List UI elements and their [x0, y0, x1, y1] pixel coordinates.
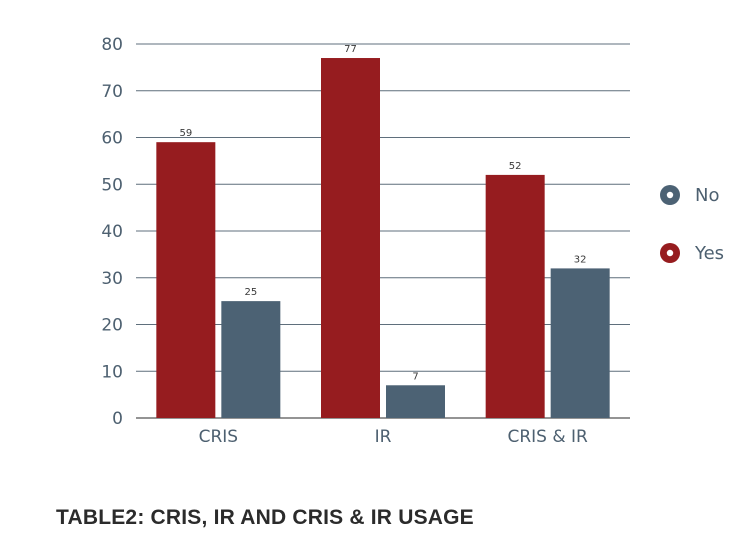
- y-tick-label: 70: [101, 82, 123, 102]
- bars: [156, 58, 610, 419]
- legend-item-no: No: [660, 185, 719, 206]
- y-tick-label: 40: [101, 222, 123, 242]
- data-label: 59: [179, 128, 192, 139]
- data-label: 25: [244, 287, 257, 298]
- gridlines: [136, 43, 630, 419]
- data-label: 77: [344, 44, 357, 55]
- y-tick-label: 50: [101, 175, 123, 195]
- bar-no-2: [550, 268, 610, 418]
- bar-no-0: [221, 301, 281, 418]
- bar-yes-2: [485, 174, 545, 418]
- y-tick-label: 10: [101, 362, 123, 382]
- legend-marker-center: [666, 191, 674, 199]
- y-tick-label: 60: [101, 129, 123, 149]
- x-category-label: IR: [375, 427, 392, 447]
- y-tick-label: 20: [101, 316, 123, 336]
- y-tick-label: 80: [101, 35, 123, 55]
- legend-label: Yes: [694, 243, 724, 264]
- data-label: 52: [509, 161, 522, 172]
- legend-item-yes: Yes: [660, 243, 724, 264]
- x-category-label: CRIS: [199, 427, 239, 447]
- x-category-label: CRIS & IR: [507, 427, 588, 447]
- data-label: 32: [574, 254, 587, 265]
- bar-yes-0: [156, 142, 216, 419]
- y-axis-ticks: 0 10 20 30 40 50 60 70 80: [101, 35, 123, 429]
- legend-label: No: [695, 185, 719, 206]
- bar-yes-1: [321, 58, 380, 419]
- y-tick-label: 30: [101, 269, 123, 289]
- x-axis-categories: CRIS IR CRIS & IR: [199, 427, 588, 447]
- y-tick-label: 0: [112, 409, 123, 429]
- bar-no-1: [386, 385, 445, 418]
- chart-caption: TABLE2: CRIS, IR AND CRIS & IR USAGE: [56, 506, 474, 529]
- legend: No Yes: [660, 185, 724, 264]
- legend-marker-center: [666, 249, 674, 257]
- data-label: 7: [412, 371, 418, 382]
